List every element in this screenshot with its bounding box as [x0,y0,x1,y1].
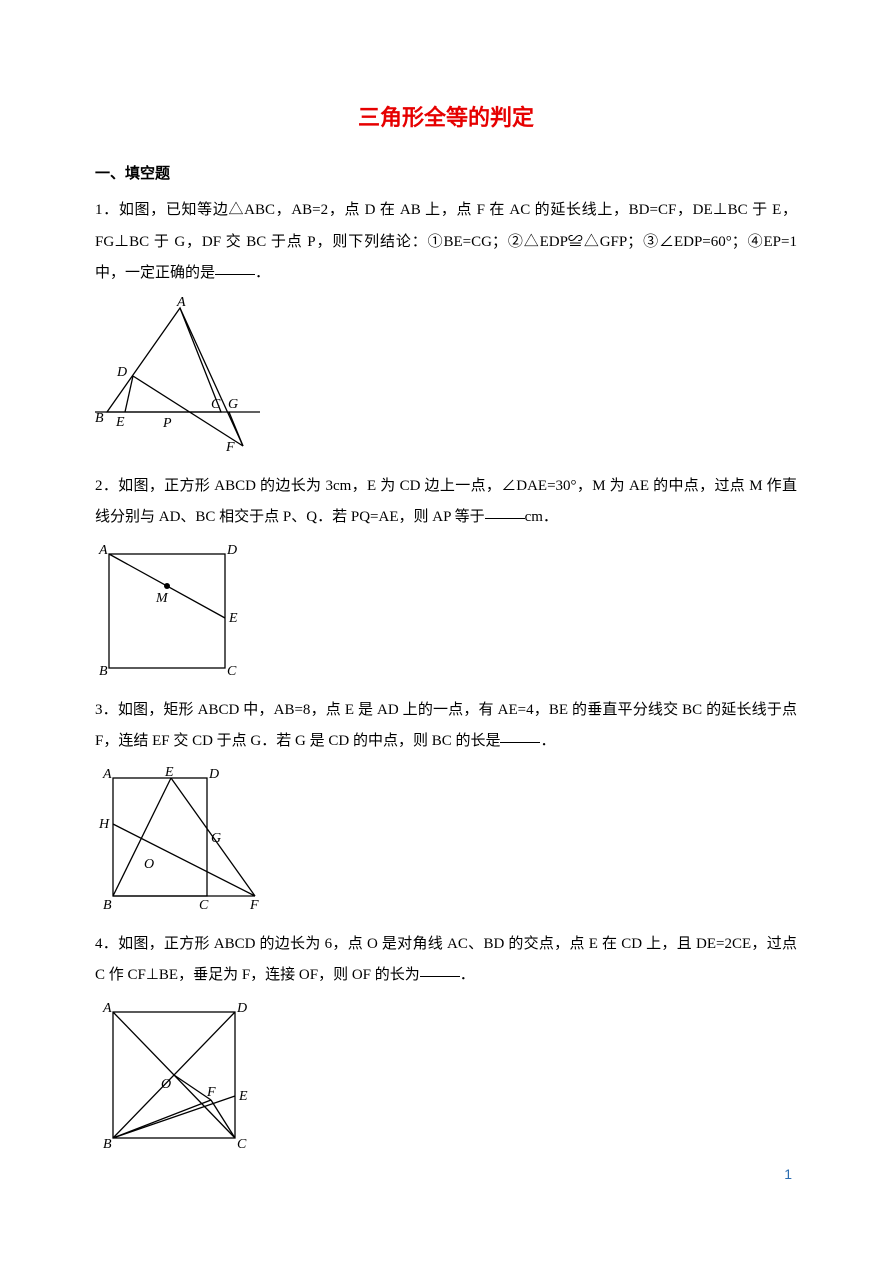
fig4-label-a: A [102,1001,112,1016]
fig1-label-g: G [228,397,238,412]
blank-1 [215,260,255,275]
fig1-label-a: A [176,296,186,310]
fig3-label-h: H [98,817,110,832]
problem-2: 2．如图，正方形 ABCD 的边长为 3cm，E 为 CD 边上一点，∠DAE=… [95,471,797,534]
fig4-label-e: E [238,1089,248,1104]
fig3-label-o: O [144,857,154,872]
fig4-label-c: C [237,1137,247,1152]
problem-1: 1．如图，已知等边△ABC，AB=2，点 D 在 AB 上，点 F 在 AC 的… [95,195,797,290]
problem-4: 4．如图，正方形 ABCD 的边长为 6，点 O 是对角线 AC、BD 的交点，… [95,929,797,992]
fig1-label-f: F [225,440,235,455]
fig2-label-d: D [226,543,237,558]
problem-2-tail: cm． [525,509,558,525]
fig3-label-d: D [208,767,219,782]
problem-2-text: 2．如图，正方形 ABCD 的边长为 3cm，E 为 CD 边上一点，∠DAE=… [95,478,797,526]
figure-4: A D B C O E F [95,998,797,1158]
fig3-label-g: G [211,831,221,846]
figure-1: A B C D E P G F [95,296,797,461]
fig3-label-b: B [103,898,112,913]
fig2-label-e: E [228,611,238,626]
fig2-label-b: B [99,664,108,679]
page-container: 三角形全等的判定 一、填空题 1．如图，已知等边△ABC，AB=2，点 D 在 … [0,0,892,1208]
problem-1-tail: ． [255,265,270,281]
fig4-label-f: F [206,1085,216,1100]
page-number: 1 [784,1166,792,1182]
fig1-label-d: D [116,365,127,380]
fig3-label-c: C [199,898,209,913]
problem-3-text: 3．如图，矩形 ABCD 中，AB=8，点 E 是 AD 上的一点，有 AE=4… [95,702,797,750]
section-heading: 一、填空题 [95,162,797,183]
fig1-label-e: E [115,415,125,430]
blank-4 [420,962,460,977]
problem-3-tail: ． [540,733,555,749]
problem-1-text: 1．如图，已知等边△ABC，AB=2，点 D 在 AB 上，点 F 在 AC 的… [95,202,797,281]
fig1-label-c: C [211,397,221,412]
page-title: 三角形全等的判定 [95,100,797,132]
figure-3: A E D H O G B C F [95,764,797,919]
blank-3 [500,728,540,743]
fig4-label-b: B [103,1137,112,1152]
fig2-label-m: M [155,591,169,606]
blank-2 [485,504,525,519]
fig4-label-d: D [236,1001,247,1016]
fig4-label-o: O [161,1077,171,1092]
fig1-label-p: P [162,416,172,431]
problem-4-tail: ． [460,967,475,983]
figure-2: A D B C E M [95,540,797,685]
fig2-label-a: A [98,543,108,558]
fig1-label-b: B [95,411,104,426]
problem-3: 3．如图，矩形 ABCD 中，AB=8，点 E 是 AD 上的一点，有 AE=4… [95,695,797,758]
fig3-label-e: E [164,765,174,780]
fig3-label-f: F [249,898,259,913]
fig2-label-c: C [227,664,237,679]
fig3-label-a: A [102,767,112,782]
